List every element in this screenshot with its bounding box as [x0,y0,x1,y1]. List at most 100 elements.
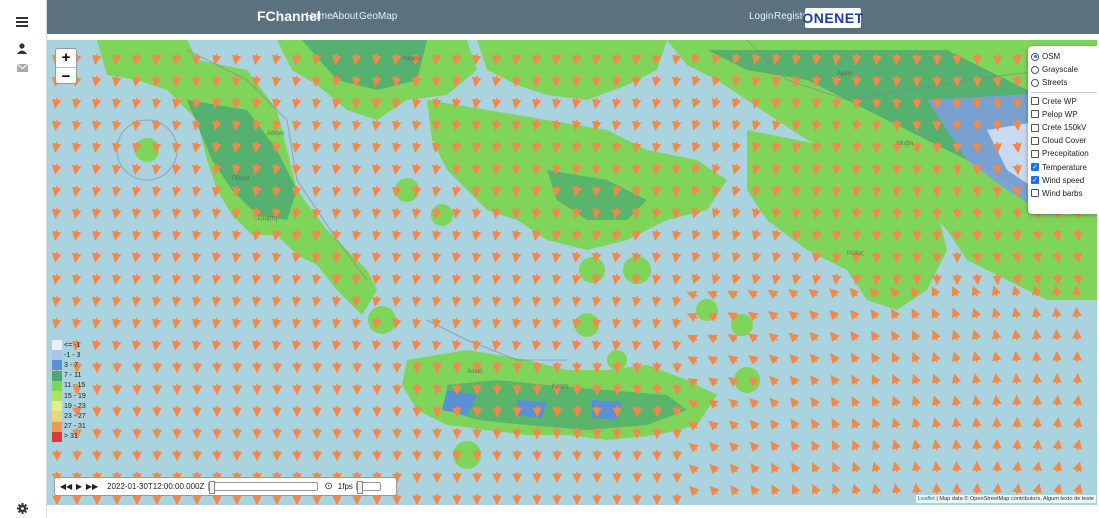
wind-arrow [727,355,739,365]
fps-slider[interactable] [355,481,381,494]
base-layer-osm[interactable]: OSM [1031,50,1097,63]
rewind-button[interactable]: ◀◀ [59,482,73,491]
wind-arrow [71,141,82,154]
wind-arrow [671,53,682,66]
wind-arrow [809,331,820,343]
legend-item: -1 - 3 [52,350,102,361]
menu-icon[interactable] [11,11,33,31]
base-layer-grayscale[interactable]: Grayscale [1031,63,1097,76]
checkbox-icon[interactable] [1031,136,1039,145]
radio-icon[interactable] [1031,78,1039,87]
wind-arrow [671,207,682,220]
wind-arrow [832,207,842,220]
brand[interactable]: FChannel [257,8,321,24]
radio-icon[interactable] [1031,65,1039,74]
checkbox-icon[interactable] [1031,97,1039,106]
wind-arrow [686,312,698,322]
wind-arrow [747,311,759,322]
wind-arrow [729,441,740,453]
wind-arrow [1072,284,1082,297]
wind-arrow [892,141,902,154]
gear-icon[interactable] [11,498,33,518]
wind-arrow [251,317,262,330]
leaflet-link[interactable]: Leaflet [918,496,935,502]
overlay-crete-150kv[interactable]: Crete 150kV [1031,121,1097,134]
wind-arrow [707,355,719,366]
overlay-pelop-wp[interactable]: Pelop WP [1031,108,1097,121]
wind-arrow [71,185,82,198]
nav-register[interactable]: Register [774,11,812,22]
wind-arrow [891,417,901,429]
wind-arrow [311,229,322,242]
wind-arrow [191,273,202,286]
radio-icon[interactable] [1031,52,1039,61]
wind-arrow [871,417,881,429]
wind-arrow [808,310,820,321]
wind-arrow [1072,461,1083,473]
map-canvas[interactable]: Λάρισα Αθήνα Πάτρα Aydın Muğla Ρόδος Κρή… [47,40,1097,505]
wind-arrow [91,185,102,198]
wind-arrow [271,119,282,132]
wind-arrow [891,373,901,385]
wind-arrow [992,185,1002,198]
wind-arrow [151,53,162,66]
overlay-crete-wp[interactable]: Crete WP [1031,95,1097,108]
overlay-precipitation[interactable]: Precepitation [1031,147,1097,160]
wind-arrow [571,75,582,88]
wind-arrow [728,420,740,431]
checkbox-icon[interactable] [1031,110,1039,119]
play-button[interactable]: ▶ [75,482,83,491]
wind-arrow [952,438,962,451]
nav-geomap[interactable]: GeoMap [359,11,398,22]
wind-arrow [91,273,102,286]
wind-arrow [1012,97,1022,110]
forward-button[interactable]: ▶▶ [85,482,99,491]
wind-arrow [291,273,302,286]
wind-arrow [171,97,182,110]
overlay-wind-speed[interactable]: ✓ Wind speed [1031,175,1085,185]
wind-arrow [111,251,122,264]
wind-arrow [331,141,342,154]
wind-arrow [171,229,182,242]
map-container[interactable]: Λάρισα Αθήνα Πάτρα Aydın Muğla Ρόδος Κρή… [47,40,1097,505]
checkbox-checked-icon[interactable]: ✓ [1031,176,1039,185]
wind-arrow [811,273,822,286]
overlay-cloud-cover[interactable]: Cloud Cover [1031,134,1097,147]
wind-arrow [551,75,562,88]
wind-arrow [571,229,582,242]
wind-arrow [71,273,82,286]
nav-about[interactable]: About [332,11,359,22]
wind-arrow [872,53,882,66]
checkbox-icon[interactable] [1031,149,1039,158]
wind-arrow [651,273,662,286]
wind-arrow [211,163,222,176]
checkbox-icon[interactable] [1031,123,1039,132]
wind-arrow [511,75,522,88]
wind-arrow [711,273,722,285]
zoom-in-button[interactable]: + [61,49,71,66]
zoom-out-button[interactable]: − [56,67,76,85]
nav-home[interactable]: Home [306,11,333,22]
nav-login[interactable]: Login [749,11,774,22]
overlay-temperature[interactable]: ✓ Temperature [1031,162,1087,172]
user-icon[interactable] [11,38,33,58]
wind-arrow [391,317,402,330]
wind-arrow [191,75,202,88]
wind-arrow [971,285,981,297]
wind-arrow [811,462,821,473]
overlay-wind-barbs[interactable]: Wind barbs [1031,187,1097,200]
checkbox-icon[interactable] [1031,189,1039,198]
wind-arrow [91,97,102,110]
base-layer-streets[interactable]: Streets [1031,76,1097,89]
time-slider[interactable] [208,481,319,494]
wind-arrow [728,398,739,409]
wind-arrow [991,329,1002,341]
mail-icon[interactable] [11,58,33,78]
wind-arrow [491,207,502,220]
wind-arrow [571,251,582,264]
wind-arrow [932,482,942,495]
wind-arrow [511,273,522,286]
wind-arrow [111,53,122,66]
checkbox-checked-icon[interactable]: ✓ [1031,163,1039,172]
wind-arrow [491,163,502,176]
